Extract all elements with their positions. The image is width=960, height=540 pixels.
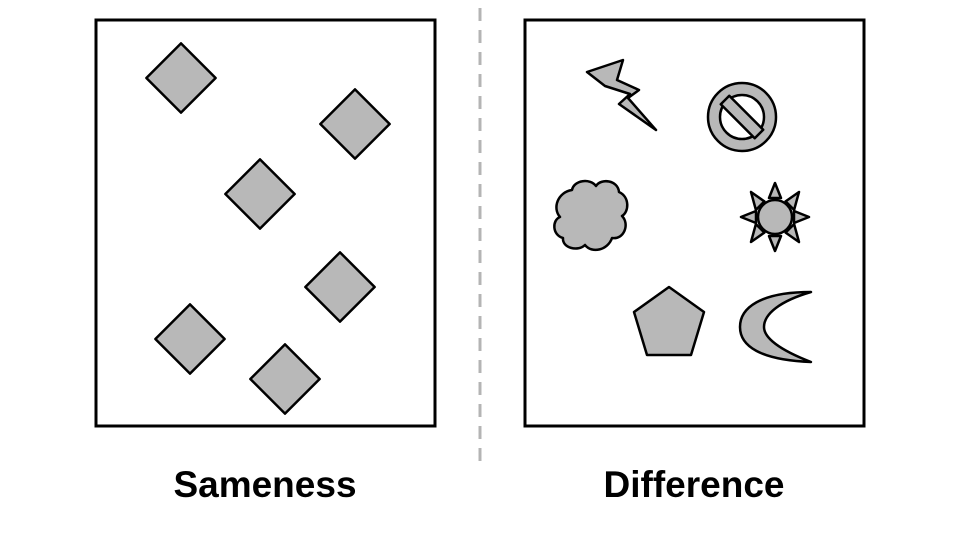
sun-icon: [739, 181, 811, 253]
sameness-title: Sameness: [173, 464, 356, 505]
difference-panel: [523, 18, 866, 428]
sameness-panel: [94, 18, 437, 428]
diamond-icon: [319, 88, 391, 160]
diamond-icon: [154, 303, 226, 375]
difference-title: Difference: [604, 464, 785, 505]
diamond-icon: [145, 42, 217, 114]
diamond-icon: [224, 158, 296, 230]
lightning-icon: [585, 58, 658, 132]
diamond-icon: [249, 343, 321, 415]
crescent-moon-icon: [738, 290, 813, 364]
diamond-icon: [304, 251, 376, 323]
cloud-icon: [553, 179, 629, 252]
pentagon-icon: [632, 285, 706, 357]
no-entry-sign-icon: [706, 81, 778, 153]
